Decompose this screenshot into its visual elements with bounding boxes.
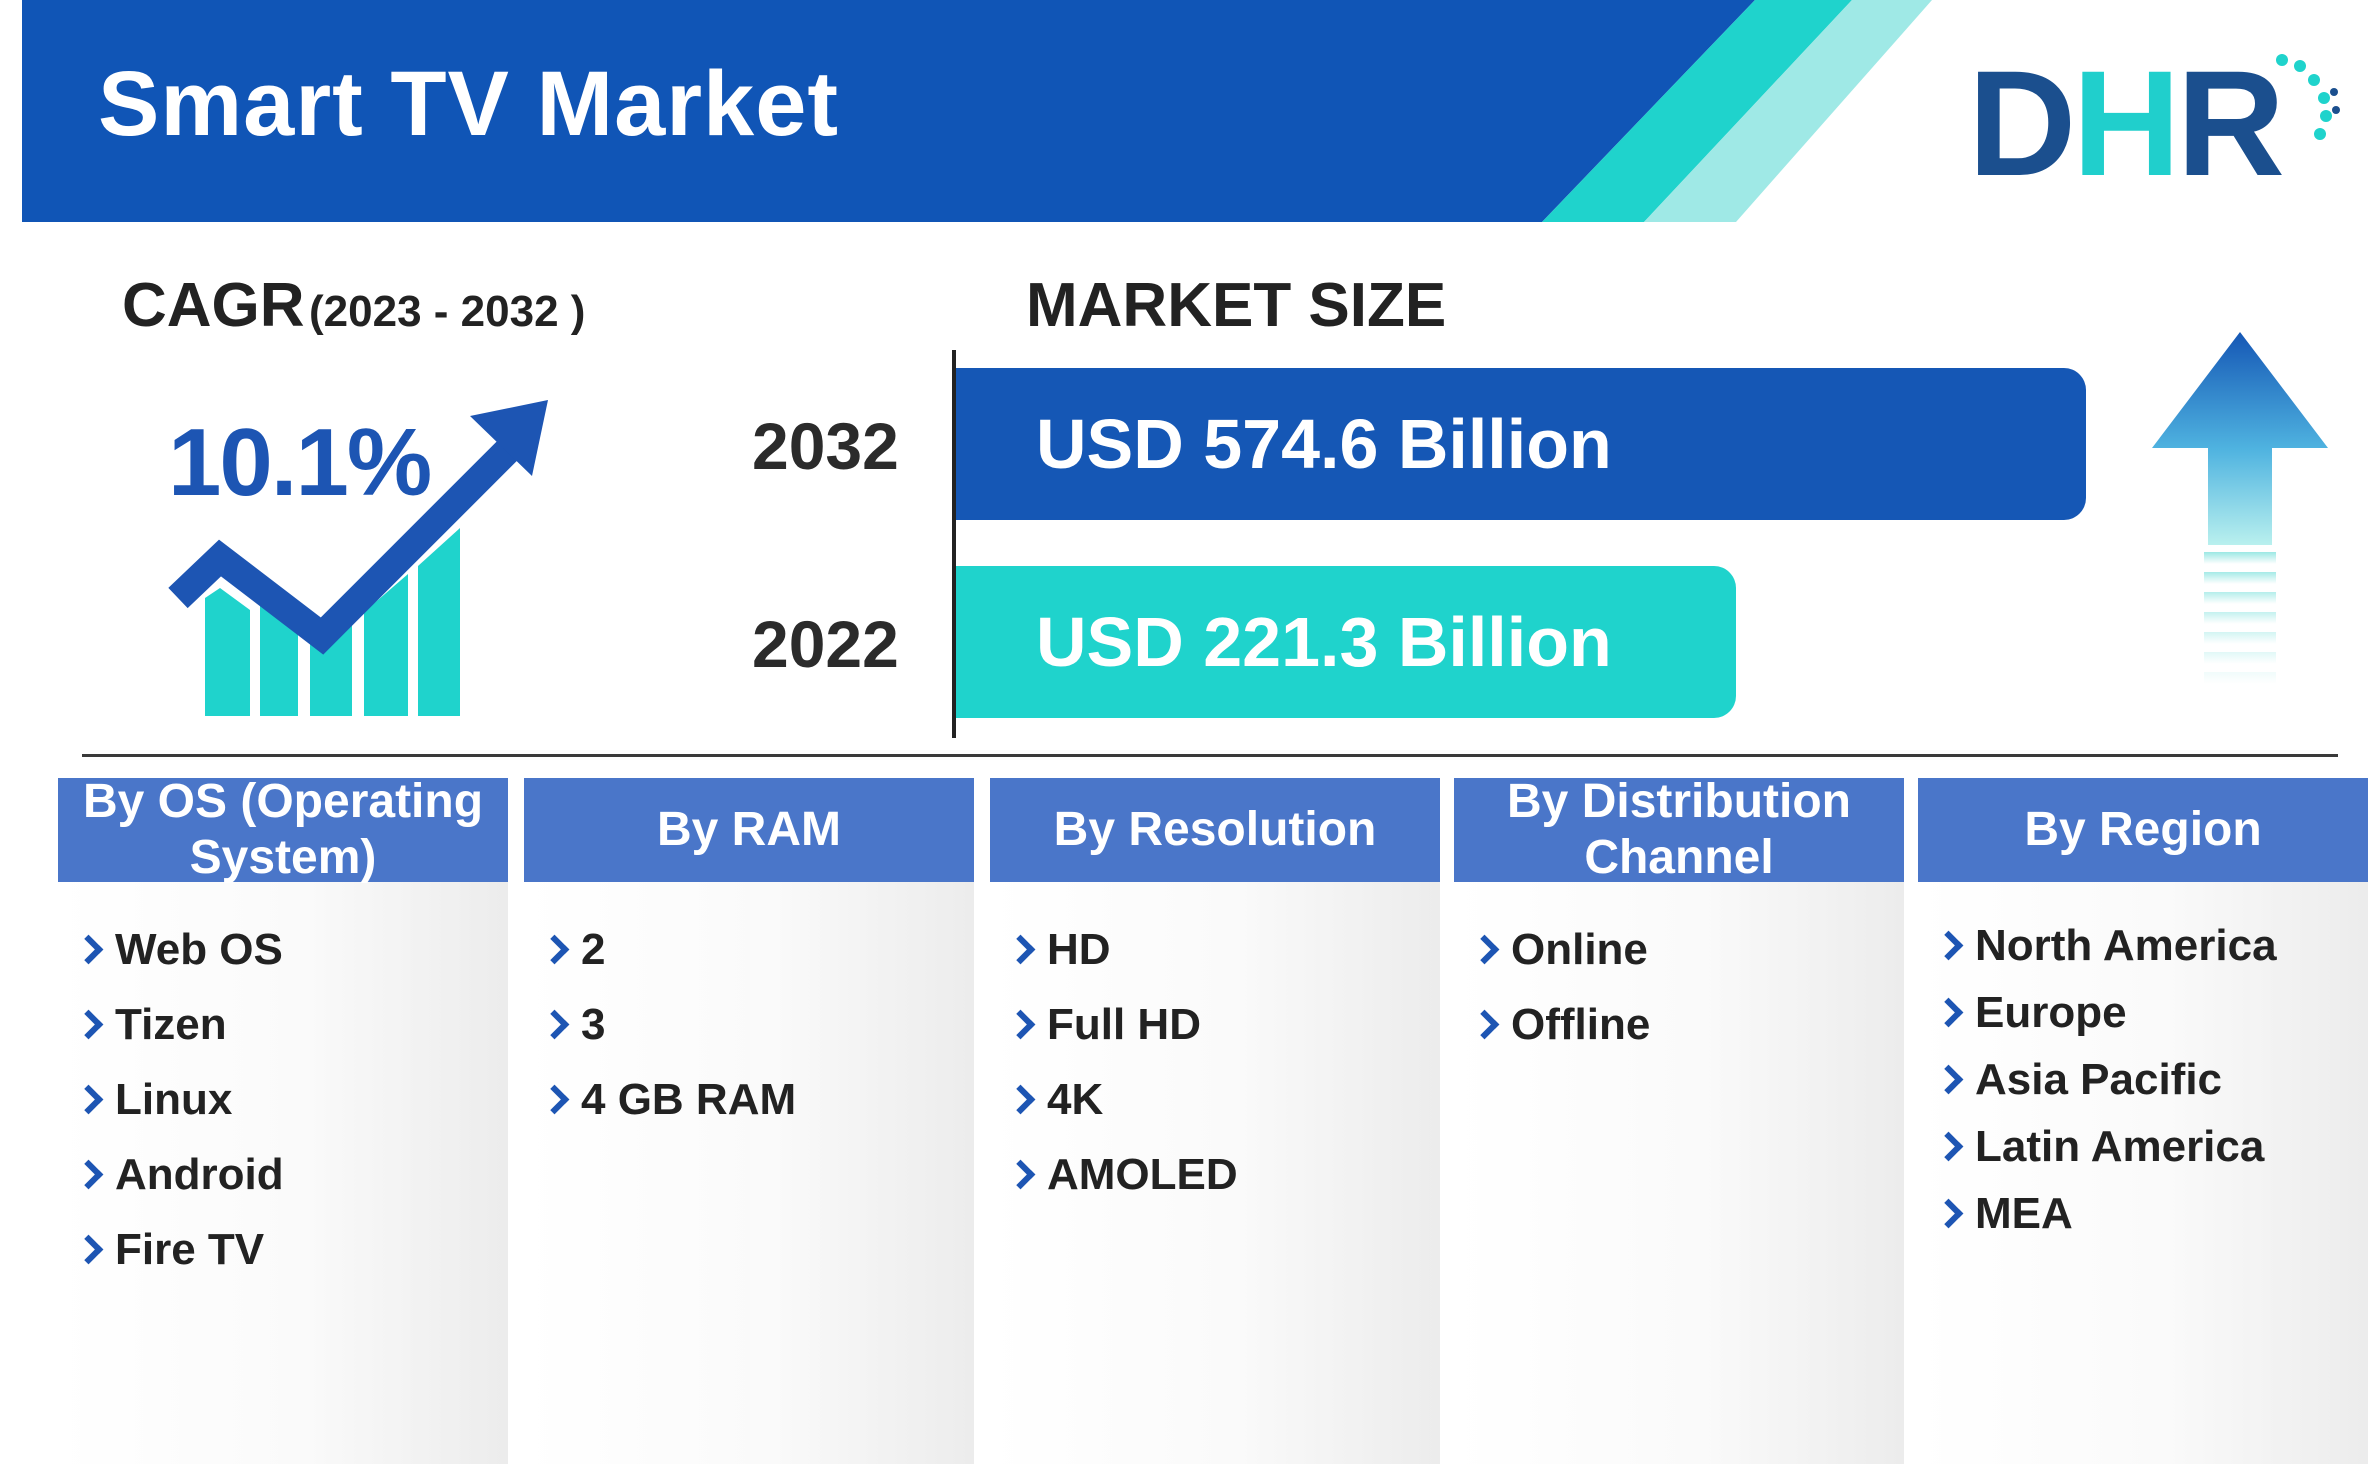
- market-bar-2022: USD 221.3 Billion: [956, 566, 1736, 718]
- chevron-right-icon: [1933, 1198, 1964, 1229]
- list-item: 4K: [1005, 1062, 1238, 1137]
- list-item: 3: [539, 987, 796, 1062]
- section-divider: [82, 754, 2338, 757]
- segment-resolution-list: HD Full HD 4K AMOLED: [1005, 912, 1238, 1212]
- segment-os: By OS (Operating System) Web OS Tizen Li…: [58, 775, 508, 1464]
- year-label-2032: 2032: [752, 409, 899, 483]
- list-item: Android: [73, 1137, 284, 1212]
- cagr-value: 10.1%: [168, 409, 432, 516]
- header-banner: [22, 0, 1932, 222]
- list-item: 2: [539, 912, 796, 987]
- list-item: 4 GB RAM: [539, 1062, 796, 1137]
- list-item: HD: [1005, 912, 1238, 987]
- list-item: Asia Pacific: [1933, 1046, 2277, 1113]
- segment-resolution-title: By Resolution: [990, 778, 1440, 882]
- bar-axis-line: [952, 350, 956, 738]
- up-arrow-icon: [2152, 332, 2328, 684]
- chevron-right-icon: [1933, 1064, 1964, 1095]
- chevron-right-icon: [1933, 997, 1964, 1028]
- chevron-right-icon: [539, 1084, 570, 1115]
- chevron-right-icon: [1933, 930, 1964, 961]
- segment-region-title: By Region: [1918, 778, 2368, 882]
- chevron-right-icon: [73, 1159, 104, 1190]
- market-bar-2032-label: USD 574.6 Billion: [1036, 405, 1612, 483]
- chevron-right-icon: [1005, 934, 1036, 965]
- list-item: Offline: [1469, 987, 1650, 1062]
- segment-distribution-channel: By Distribution Channel Online Offline: [1454, 775, 1904, 1464]
- logo-letter-r: R: [2176, 39, 2285, 207]
- list-item: Latin America: [1933, 1113, 2277, 1180]
- logo-letter-h: H: [2072, 39, 2180, 207]
- list-item: Online: [1469, 912, 1650, 987]
- list-item: Linux: [73, 1062, 284, 1137]
- dhr-logo: DHR: [1968, 48, 2285, 198]
- segment-region: By Region North America Europe Asia Paci…: [1918, 778, 2368, 1464]
- chevron-right-icon: [73, 1009, 104, 1040]
- list-item: Fire TV: [73, 1212, 284, 1287]
- chevron-right-icon: [73, 1084, 104, 1115]
- page-title: Smart TV Market: [98, 53, 840, 155]
- logo-dots-icon: [2276, 54, 2340, 140]
- segment-ram-title: By RAM: [524, 778, 974, 882]
- list-item: North America: [1933, 912, 2277, 979]
- segment-os-list: Web OS Tizen Linux Android Fire TV: [73, 912, 284, 1287]
- chevron-right-icon: [73, 1234, 104, 1265]
- list-item: Tizen: [73, 987, 284, 1062]
- chevron-right-icon: [1469, 1009, 1500, 1040]
- chevron-right-icon: [1933, 1131, 1964, 1162]
- segment-distribution-title: By Distribution Channel: [1454, 775, 1904, 884]
- chevron-right-icon: [1005, 1159, 1036, 1190]
- segment-ram-list: 2 3 4 GB RAM: [539, 912, 796, 1137]
- list-item: Web OS: [73, 912, 284, 987]
- list-item: Europe: [1933, 979, 2277, 1046]
- chevron-right-icon: [539, 934, 570, 965]
- market-size-heading: MARKET SIZE: [1026, 271, 1447, 340]
- chevron-right-icon: [1469, 934, 1500, 965]
- market-bar-2032: USD 574.6 Billion: [956, 368, 2086, 520]
- list-item: MEA: [1933, 1180, 2277, 1247]
- chevron-right-icon: [539, 1009, 570, 1040]
- market-bar-2022-label: USD 221.3 Billion: [1036, 603, 1612, 681]
- growth-chart-icon: [168, 400, 548, 716]
- segment-os-title: By OS (Operating System): [58, 775, 508, 884]
- list-item: AMOLED: [1005, 1137, 1238, 1212]
- logo-letter-d: D: [1968, 39, 2076, 207]
- chevron-right-icon: [1005, 1009, 1036, 1040]
- chevron-right-icon: [1005, 1084, 1036, 1115]
- segment-resolution: By Resolution HD Full HD 4K AMOLED: [990, 778, 1440, 1464]
- cagr-heading: CAGR (2023 - 2032 ): [122, 270, 585, 341]
- chevron-right-icon: [73, 934, 104, 965]
- segment-region-list: North America Europe Asia Pacific Latin …: [1933, 912, 2277, 1247]
- cagr-period: (2023 - 2032 ): [309, 287, 586, 336]
- year-label-2022: 2022: [752, 607, 899, 681]
- segment-distribution-list: Online Offline: [1469, 912, 1650, 1062]
- cagr-label: CAGR: [122, 271, 305, 340]
- list-item: Full HD: [1005, 987, 1238, 1062]
- segment-ram: By RAM 2 3 4 GB RAM: [524, 778, 974, 1464]
